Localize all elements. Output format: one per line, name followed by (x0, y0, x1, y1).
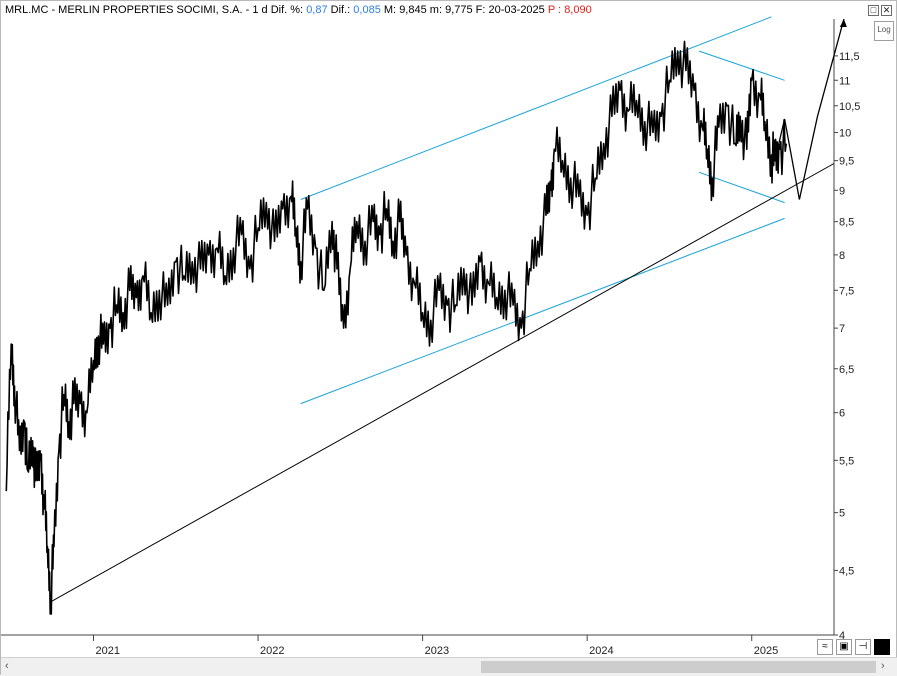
y-tick-label: 5 (839, 508, 845, 520)
x-tick-label: 2024 (589, 645, 613, 657)
y-tick-label: 10,5 (839, 101, 860, 113)
maximize-icon[interactable]: □ (868, 5, 879, 16)
log-scale-button[interactable]: Log (874, 21, 894, 41)
y-tick-label: 8 (839, 250, 845, 262)
wedge-upper-line (698, 50, 785, 81)
close-icon[interactable]: ✕ (881, 5, 892, 16)
projection-arrow (839, 19, 847, 27)
y-tick-label: 6 (839, 408, 845, 420)
x-tick-label: 2025 (754, 645, 778, 657)
dif-pct-label: Dif. %: (270, 4, 304, 16)
y-tick-label: 4 (839, 630, 845, 642)
price-value: 8,090 (564, 4, 592, 16)
max-value: 9,845 (399, 4, 427, 16)
symbol-title: MRL.MC - MERLIN PROPERTIES SOCIMI, S.A. (5, 4, 243, 16)
save-icon[interactable]: ▣ (836, 639, 852, 655)
dif-label: Dif.: (330, 4, 351, 16)
scroll-thumb[interactable] (481, 661, 876, 673)
window-controls: □ ✕ (868, 5, 892, 16)
period-label: 1 d (252, 4, 268, 16)
x-tick-label: 2022 (260, 645, 284, 657)
price-label: P : (547, 4, 562, 16)
chart-header: MRL.MC - MERLIN PROPERTIES SOCIMI, S.A. … (5, 4, 592, 19)
x-tick-label: 2021 (96, 645, 120, 657)
color-swatch[interactable] (874, 639, 890, 655)
pin-icon[interactable]: ⊣ (855, 639, 871, 655)
dif-pct-value: 0,87 (306, 4, 328, 16)
y-tick-label: 8,5 (839, 217, 854, 229)
scroll-left-icon[interactable]: ‹ (5, 660, 9, 672)
zigzag-tool-icon[interactable]: ≈ (817, 639, 833, 655)
max-label: M: (383, 4, 397, 16)
y-tick-label: 10 (839, 128, 851, 140)
y-tick-label: 4,5 (839, 565, 854, 577)
dif-value: 0,085 (353, 4, 381, 16)
scroll-right-icon[interactable]: › (881, 660, 885, 672)
projection-line (774, 18, 845, 200)
y-tick-label: 11,5 (839, 51, 860, 63)
y-tick-label: 6,5 (839, 364, 854, 376)
min-value: 9,775 (445, 4, 473, 16)
y-tick-label: 5,5 (839, 455, 854, 467)
date-label: F: (475, 4, 486, 16)
channel-upper-line (300, 16, 772, 200)
y-tick-label: 7,5 (839, 285, 854, 297)
y-tick-label: 7 (839, 323, 845, 335)
price-chart[interactable]: 11,5 11 10,5 10 9,5 9 8,5 8 7,5 7 6,5 6 5,5 5 4,5 4 2021… (1, 1, 897, 661)
date-value: 20-03-2025 (488, 4, 545, 16)
trend-line (50, 163, 835, 603)
price-series (5, 40, 788, 615)
x-tick-label: 2023 (425, 645, 449, 657)
horizontal-scrollbar[interactable]: ‹ › (1, 657, 897, 676)
title-separator: - (245, 4, 250, 16)
chart-toolbar: ≈ ▣ ⊣ (817, 639, 890, 655)
channel-lower-line (300, 217, 785, 405)
y-tick-label: 11 (839, 75, 850, 87)
min-label: m: (429, 4, 443, 16)
y-tick-label: 9 (839, 185, 845, 197)
y-tick-label: 9,5 (839, 156, 854, 168)
